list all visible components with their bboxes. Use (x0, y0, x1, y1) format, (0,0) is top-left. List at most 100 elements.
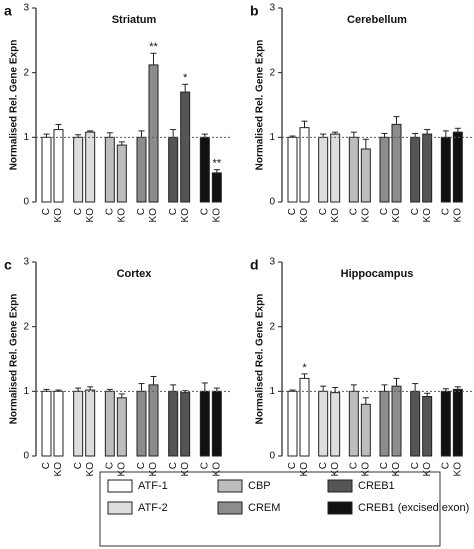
bar (148, 64, 159, 203)
y-tick-label: 2 (23, 67, 29, 78)
bar (168, 390, 179, 457)
x-tick-label: C (104, 462, 115, 469)
y-tick-label: 2 (269, 321, 275, 332)
bar (180, 392, 191, 457)
bar (136, 136, 147, 203)
legend-swatch (217, 479, 243, 493)
x-tick-label: C (440, 208, 451, 215)
legend-swatch (327, 479, 353, 493)
legend-swatch (107, 479, 133, 493)
panel-title: Cerebellum (347, 14, 407, 26)
x-tick-label: KO (452, 208, 463, 223)
bar (53, 390, 64, 457)
x-tick-label: C (379, 208, 390, 215)
bar (199, 390, 210, 457)
y-tick-label: 2 (23, 321, 29, 332)
legend-label: CREB1 (358, 480, 395, 492)
bar (318, 136, 329, 203)
panel-letter: d (250, 257, 259, 273)
legend-label: CREM (248, 502, 280, 514)
bar (440, 136, 451, 203)
bar (180, 91, 191, 203)
x-tick-label: KO (211, 208, 222, 223)
panel-letter: b (250, 3, 259, 19)
bar (379, 390, 390, 457)
bar (116, 397, 127, 457)
bar (348, 136, 359, 203)
bar (440, 390, 451, 457)
legend-swatch (327, 501, 353, 515)
y-tick-label: 2 (269, 67, 275, 78)
bar (452, 131, 463, 203)
x-tick-label: KO (422, 462, 433, 477)
y-tick-label: 3 (269, 3, 275, 14)
bar (41, 390, 52, 457)
legend-swatch (217, 501, 243, 515)
x-tick-label: C (348, 462, 359, 469)
x-tick-label: KO (330, 462, 341, 477)
legend-label: ATF-1 (138, 480, 168, 492)
x-tick-label: KO (85, 462, 96, 477)
bar (410, 390, 421, 457)
x-tick-label: KO (180, 208, 191, 223)
x-tick-label: C (287, 208, 298, 215)
x-tick-label: C (168, 208, 179, 215)
panel-title: Hippocampus (341, 268, 414, 280)
x-tick-label: KO (180, 462, 191, 477)
x-tick-label: C (410, 208, 421, 215)
bar (41, 136, 52, 203)
x-tick-label: C (379, 462, 390, 469)
x-tick-label: KO (116, 462, 127, 477)
x-tick-label: C (318, 462, 329, 469)
y-tick-label: 0 (269, 197, 275, 208)
y-axis-label: Normalised Rel. Gene Expn (9, 40, 20, 171)
x-tick-label: C (348, 208, 359, 215)
bar (136, 390, 147, 457)
x-tick-label: C (41, 462, 52, 469)
bar (73, 390, 84, 457)
x-tick-label: KO (148, 462, 159, 477)
x-tick-label: KO (148, 208, 159, 223)
y-tick-label: 1 (23, 386, 29, 397)
significance-label: * (183, 72, 188, 84)
x-tick-label: C (104, 208, 115, 215)
x-tick-label: KO (85, 208, 96, 223)
x-tick-label: C (199, 462, 210, 469)
bar (85, 389, 96, 457)
bar (422, 396, 433, 457)
x-tick-label: KO (360, 208, 371, 223)
bar (211, 390, 222, 457)
y-tick-label: 3 (23, 257, 29, 268)
x-tick-label: C (73, 462, 84, 469)
y-axis-label: Normalised Rel. Gene Expn (255, 294, 266, 425)
y-tick-label: 1 (269, 132, 275, 143)
y-tick-label: 1 (269, 386, 275, 397)
x-tick-label: KO (391, 462, 402, 477)
bar (299, 127, 310, 203)
x-tick-label: KO (422, 208, 433, 223)
y-tick-label: 1 (23, 132, 29, 143)
legend-label: CREB1 (excised exon) (358, 502, 469, 514)
x-tick-label: KO (53, 462, 64, 477)
x-tick-label: KO (211, 462, 222, 477)
x-tick-label: KO (391, 208, 402, 223)
x-tick-label: KO (360, 462, 371, 477)
bar (330, 392, 341, 457)
bar (211, 172, 222, 203)
bar (287, 390, 298, 457)
panel-title: Striatum (112, 14, 157, 26)
bar (104, 390, 115, 457)
bar (53, 129, 64, 203)
panel-title: Cortex (117, 268, 153, 280)
y-tick-label: 0 (23, 451, 29, 462)
bar (330, 133, 341, 203)
bar (422, 133, 433, 203)
bar (168, 136, 179, 203)
bar (360, 148, 371, 203)
bar (391, 385, 402, 457)
x-tick-label: KO (299, 208, 310, 223)
x-tick-label: C (318, 208, 329, 215)
bar (199, 136, 210, 203)
x-tick-label: C (410, 462, 421, 469)
